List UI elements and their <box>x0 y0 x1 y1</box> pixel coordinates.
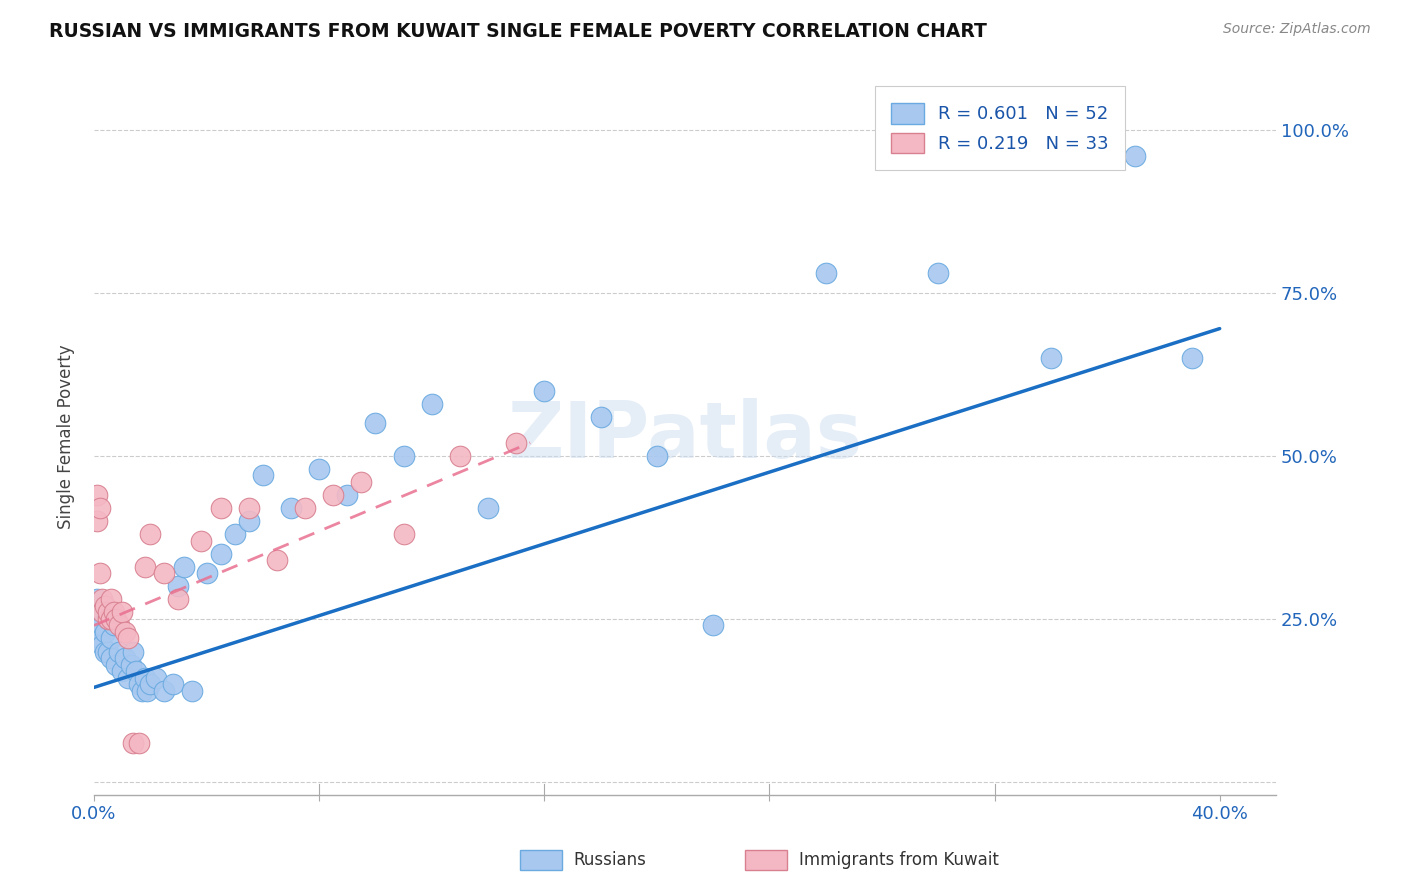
Point <box>153 683 176 698</box>
Point <box>139 677 162 691</box>
Point <box>103 618 125 632</box>
Point <box>136 683 159 698</box>
Point <box>927 266 949 280</box>
Point <box>1039 351 1062 365</box>
Point <box>252 468 274 483</box>
Point <box>111 664 134 678</box>
Point <box>449 449 471 463</box>
Point <box>392 449 415 463</box>
Point <box>86 514 108 528</box>
Point <box>173 559 195 574</box>
Point <box>122 644 145 658</box>
Point <box>91 592 114 607</box>
Point <box>117 671 139 685</box>
Point <box>238 514 260 528</box>
Point <box>128 736 150 750</box>
Point <box>86 488 108 502</box>
Point <box>128 677 150 691</box>
Point <box>702 618 724 632</box>
Point <box>97 644 120 658</box>
Point <box>814 266 837 280</box>
Point <box>153 566 176 581</box>
Point <box>97 612 120 626</box>
Point <box>308 462 330 476</box>
Point <box>336 488 359 502</box>
Text: Russians: Russians <box>574 851 647 869</box>
Point <box>100 612 122 626</box>
Point <box>139 527 162 541</box>
Point <box>477 501 499 516</box>
Point <box>94 599 117 613</box>
Point <box>162 677 184 691</box>
Point <box>86 592 108 607</box>
Point <box>505 435 527 450</box>
Point <box>91 606 114 620</box>
Point <box>100 632 122 646</box>
Point <box>364 416 387 430</box>
Point <box>224 527 246 541</box>
Point <box>122 736 145 750</box>
Point <box>103 606 125 620</box>
Point <box>89 566 111 581</box>
Point <box>238 501 260 516</box>
Point <box>322 488 344 502</box>
Point <box>91 638 114 652</box>
Point <box>89 501 111 516</box>
Point <box>114 624 136 639</box>
Point <box>190 533 212 548</box>
Point <box>533 384 555 398</box>
Point <box>1123 149 1146 163</box>
Point <box>100 592 122 607</box>
Point <box>97 606 120 620</box>
Point <box>181 683 204 698</box>
Point <box>645 449 668 463</box>
Point <box>167 579 190 593</box>
Point <box>89 606 111 620</box>
Point <box>167 592 190 607</box>
Point <box>134 671 156 685</box>
Point <box>131 683 153 698</box>
Point <box>89 632 111 646</box>
Point <box>392 527 415 541</box>
Point <box>420 397 443 411</box>
Legend: R = 0.601   N = 52, R = 0.219   N = 33: R = 0.601 N = 52, R = 0.219 N = 33 <box>875 87 1125 169</box>
Point <box>117 632 139 646</box>
Text: ZIPatlas: ZIPatlas <box>508 398 862 475</box>
Point <box>294 501 316 516</box>
Point <box>91 618 114 632</box>
Point <box>108 644 131 658</box>
Point <box>100 651 122 665</box>
Text: Immigrants from Kuwait: Immigrants from Kuwait <box>799 851 998 869</box>
Point <box>266 553 288 567</box>
Point <box>94 644 117 658</box>
Point <box>209 547 232 561</box>
Point <box>94 624 117 639</box>
Point <box>108 618 131 632</box>
Point <box>120 657 142 672</box>
Point <box>145 671 167 685</box>
Y-axis label: Single Female Poverty: Single Female Poverty <box>58 344 75 529</box>
Point <box>195 566 218 581</box>
Text: RUSSIAN VS IMMIGRANTS FROM KUWAIT SINGLE FEMALE POVERTY CORRELATION CHART: RUSSIAN VS IMMIGRANTS FROM KUWAIT SINGLE… <box>49 22 987 41</box>
Point <box>114 651 136 665</box>
Point <box>589 409 612 424</box>
Point <box>97 612 120 626</box>
Point <box>350 475 373 489</box>
Point <box>1180 351 1202 365</box>
Point <box>125 664 148 678</box>
Text: Source: ZipAtlas.com: Source: ZipAtlas.com <box>1223 22 1371 37</box>
Point <box>134 559 156 574</box>
Point <box>280 501 302 516</box>
Point <box>209 501 232 516</box>
Point <box>111 606 134 620</box>
Point <box>105 612 128 626</box>
Point <box>105 657 128 672</box>
